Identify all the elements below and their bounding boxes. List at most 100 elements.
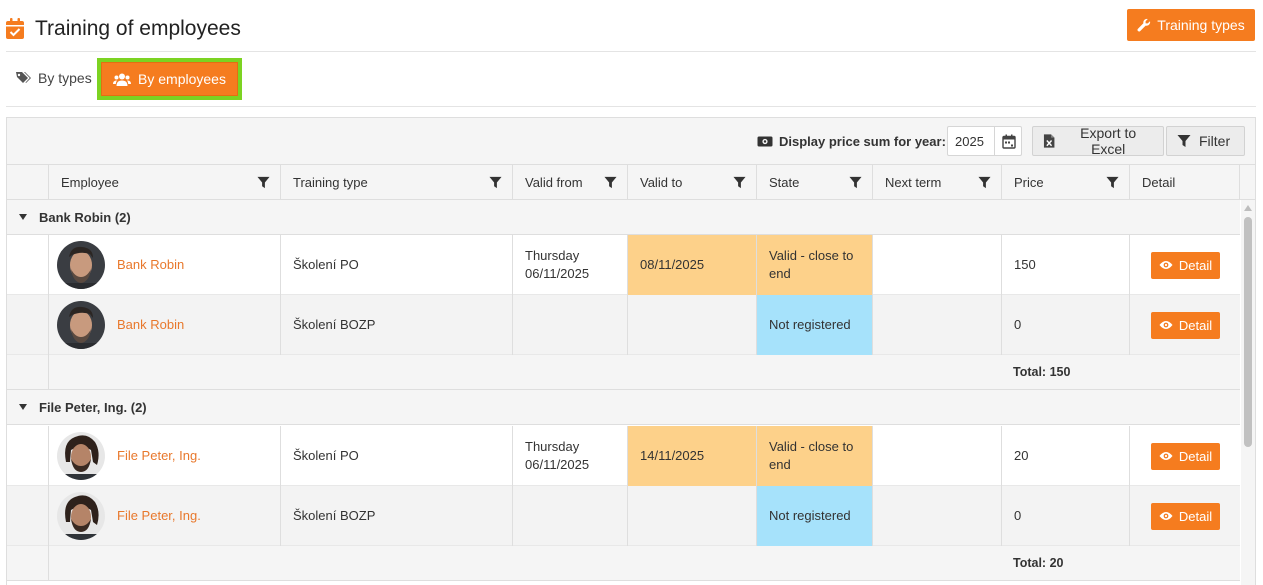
wrench-icon bbox=[1137, 18, 1151, 32]
filter-icon[interactable] bbox=[604, 176, 617, 189]
column-header-employee[interactable]: Employee bbox=[48, 165, 281, 200]
collapse-icon[interactable] bbox=[19, 404, 27, 410]
year-picker[interactable]: 2025 bbox=[947, 126, 1022, 156]
column-header-label: Employee bbox=[61, 175, 119, 190]
employee-link[interactable]: Bank Robin bbox=[117, 257, 185, 272]
filter-icon[interactable] bbox=[978, 176, 991, 189]
column-header-next-term[interactable]: Next term bbox=[872, 165, 1002, 200]
avatar bbox=[57, 301, 105, 349]
table-row: Bank Robin Školení BOZP Not registered 0… bbox=[7, 295, 1240, 355]
eye-icon bbox=[1159, 261, 1173, 269]
price-cell: 0 bbox=[1001, 486, 1130, 546]
collapse-icon[interactable] bbox=[19, 214, 27, 220]
scroll-up-arrow-icon[interactable] bbox=[1244, 205, 1252, 211]
avatar bbox=[57, 492, 105, 540]
group-total: Total: 20 bbox=[1013, 556, 1064, 570]
users-icon bbox=[113, 73, 132, 86]
detail-button[interactable]: Detail bbox=[1151, 502, 1220, 530]
valid-from-cell bbox=[512, 486, 628, 546]
total-cell bbox=[48, 546, 1240, 581]
page-title: Training of employees bbox=[35, 17, 241, 40]
grid-toolbar: Display price sum for year: 2025 bbox=[7, 118, 1255, 165]
price-cell: 20 bbox=[1001, 426, 1130, 486]
detail-button[interactable]: Detail bbox=[1151, 442, 1220, 470]
group-total: Total: 150 bbox=[1013, 365, 1071, 379]
employee-link[interactable]: Bank Robin bbox=[117, 317, 185, 332]
avatar bbox=[57, 432, 105, 480]
filter-icon bbox=[1177, 135, 1191, 147]
filter-icon[interactable] bbox=[849, 176, 862, 189]
column-header-label: State bbox=[769, 175, 800, 190]
valid-to-cell bbox=[627, 486, 757, 546]
column-header-label: Next term bbox=[885, 175, 942, 190]
filter-icon[interactable] bbox=[733, 176, 746, 189]
calendar-check-icon bbox=[6, 18, 24, 39]
group-row[interactable]: File Peter, Ing. (2) bbox=[7, 390, 1240, 425]
price-sum-text: Display price sum for year: bbox=[779, 134, 946, 149]
filter-icon[interactable] bbox=[1106, 176, 1119, 189]
employee-cell: Bank Robin bbox=[48, 295, 281, 355]
eye-icon bbox=[1159, 321, 1173, 329]
valid-to-cell: 14/11/2025 bbox=[627, 426, 757, 486]
detail-button[interactable]: Detail bbox=[1151, 251, 1220, 279]
valid-to-cell: 08/11/2025 bbox=[627, 235, 757, 295]
next-term-cell bbox=[872, 426, 1002, 486]
column-header-label: Detail bbox=[1142, 175, 1176, 190]
excel-file-icon bbox=[1043, 134, 1055, 148]
export-excel-button[interactable]: Export to Excel bbox=[1032, 125, 1164, 157]
next-term-cell bbox=[872, 486, 1002, 546]
table-row: File Peter, Ing. Školení BOZP Not regist… bbox=[7, 486, 1240, 546]
eye-icon bbox=[1159, 512, 1173, 520]
column-header-detail: Detail bbox=[1129, 165, 1240, 200]
filter-icon[interactable] bbox=[257, 176, 270, 189]
tab-highlight: By employees bbox=[97, 58, 242, 100]
detail-cell: Detail bbox=[1129, 235, 1240, 295]
tab-by-types[interactable]: By types bbox=[15, 66, 92, 90]
employee-cell: File Peter, Ing. bbox=[48, 426, 281, 486]
state-cell: Valid - close to end bbox=[756, 235, 873, 295]
calendar-icon[interactable] bbox=[994, 127, 1022, 155]
valid-from-cell: Thursday 06/11/2025 bbox=[512, 426, 628, 486]
detail-cell: Detail bbox=[1129, 426, 1240, 486]
filter-label: Filter bbox=[1199, 133, 1231, 149]
state-cell: Not registered bbox=[756, 295, 873, 355]
money-icon bbox=[757, 136, 773, 147]
training-types-button[interactable]: Training types bbox=[1127, 9, 1255, 41]
training-type-cell: Školení PO bbox=[280, 235, 513, 295]
state-cell: Not registered bbox=[756, 486, 873, 546]
employee-link[interactable]: File Peter, Ing. bbox=[117, 448, 201, 463]
group-title: Bank Robin (2) bbox=[39, 210, 131, 225]
column-header-valid-to[interactable]: Valid to bbox=[627, 165, 757, 200]
column-header-label: Valid from bbox=[525, 175, 583, 190]
filter-button[interactable]: Filter bbox=[1166, 126, 1245, 156]
column-header-state[interactable]: State bbox=[756, 165, 873, 200]
next-term-cell bbox=[872, 235, 1002, 295]
page-header: Training of employees Training types bbox=[0, 0, 1263, 52]
group-total-row: Total: 150 bbox=[7, 355, 1240, 390]
divider bbox=[6, 51, 1256, 52]
column-header-valid-from[interactable]: Valid from bbox=[512, 165, 628, 200]
column-headers: Employee Training type Valid from Valid … bbox=[7, 165, 1255, 200]
training-type-cell: Školení BOZP bbox=[280, 295, 513, 355]
group-row[interactable]: Bank Robin (2) bbox=[7, 200, 1240, 235]
column-header-price[interactable]: Price bbox=[1001, 165, 1130, 200]
tab-by-employees-label: By employees bbox=[138, 71, 226, 87]
detail-label: Detail bbox=[1178, 257, 1213, 273]
avatar bbox=[57, 241, 105, 289]
training-types-label: Training types bbox=[1157, 17, 1245, 33]
column-header-label: Price bbox=[1014, 175, 1044, 190]
table-row: Bank Robin Školení PO Thursday 06/11/2025… bbox=[7, 235, 1240, 295]
detail-label: Detail bbox=[1178, 508, 1213, 524]
employee-cell: File Peter, Ing. bbox=[48, 486, 281, 546]
filter-icon[interactable] bbox=[489, 176, 502, 189]
scroll-thumb[interactable] bbox=[1244, 217, 1252, 447]
employee-link[interactable]: File Peter, Ing. bbox=[117, 508, 201, 523]
price-sum-label: Display price sum for year: bbox=[757, 134, 946, 149]
tab-by-employees[interactable]: By employees bbox=[101, 62, 238, 96]
training-grid: Display price sum for year: 2025 bbox=[6, 117, 1256, 585]
detail-button[interactable]: Detail bbox=[1151, 311, 1220, 339]
vertical-scrollbar[interactable] bbox=[1241, 200, 1255, 585]
column-header-training-type[interactable]: Training type bbox=[280, 165, 513, 200]
training-type-cell: Školení BOZP bbox=[280, 486, 513, 546]
valid-from-day: Thursday bbox=[525, 439, 580, 454]
